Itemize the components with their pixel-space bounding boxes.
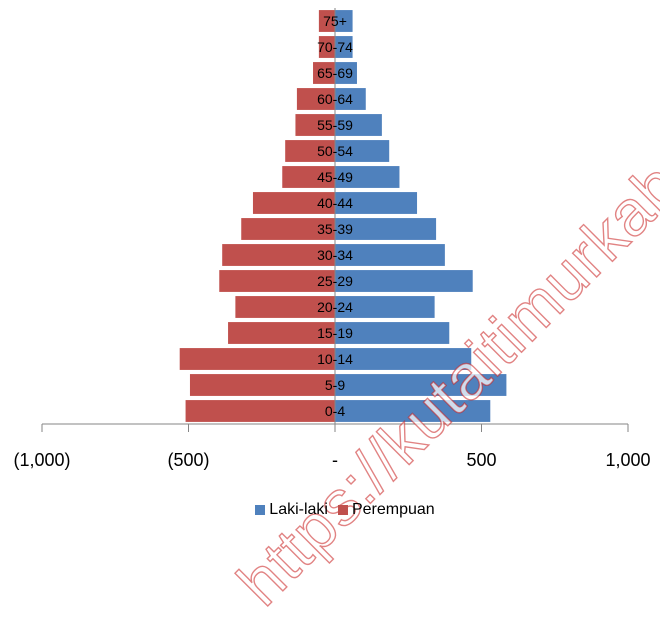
category-label-35-39: 35-39 [317,221,353,237]
bar-perempuan-60-64 [296,88,335,110]
category-label-15-19: 15-19 [317,325,353,341]
category-label-65-69: 65-69 [317,65,353,81]
bar-laki-laki-40-44 [335,192,418,214]
bar-perempuan-40-44 [252,192,335,214]
legend-swatch [337,505,348,515]
bar-laki-laki-45-49 [335,166,400,188]
bar-perempuan-70-74 [318,36,335,58]
category-label-5-9: 5-9 [325,377,345,393]
bar-laki-laki-65-69 [335,62,357,84]
bar-perempuan-75+ [318,10,335,32]
bar-laki-laki-20-24 [335,296,435,318]
legend-item-perempuan: Perempuan [337,501,435,519]
legend-swatch [255,505,266,515]
category-label-70-74: 70-74 [317,39,353,55]
bar-laki-laki-70-74 [335,36,353,58]
value-tick-label: 1,000 [605,450,650,470]
bar-laki-laki-50-54 [335,140,390,162]
bar-laki-laki-75+ [335,10,353,32]
value-tick-label: (500) [167,450,209,470]
category-label-50-54: 50-54 [317,143,353,159]
category-label-20-24: 20-24 [317,299,353,315]
bar-perempuan-25-29 [219,270,335,292]
chart-legend: Laki-laki Perempuan [0,497,660,523]
bar-perempuan-0-4 [185,400,335,422]
category-label-10-14: 10-14 [317,351,353,367]
bar-laki-laki-15-19 [335,322,450,344]
bar-perempuan-30-34 [222,244,335,266]
category-label-0-4: 0-4 [325,403,345,419]
category-label-55-59: 55-59 [317,117,353,133]
bar-laki-laki-35-39 [335,218,437,240]
value-tick-label: 500 [466,450,496,470]
value-tick-label: (1,000) [13,450,70,470]
bar-perempuan-5-9 [189,374,335,396]
value-tick-label: - [332,450,338,470]
category-label-45-49: 45-49 [317,169,353,185]
category-label-40-44: 40-44 [317,195,353,211]
bar-laki-laki-30-34 [335,244,445,266]
chart-svg: 0-4 5-9 10-14 15-19 20-24 25-29 30-34 35-39 40-4… [13,8,651,470]
bar-laki-laki-5-9 [335,374,507,396]
legend-item-laki-laki: Laki-laki [255,501,328,519]
category-label-60-64: 60-64 [317,91,353,107]
bar-perempuan-10-14 [179,348,335,370]
bar-laki-laki-55-59 [335,114,382,136]
bar-perempuan-15-19 [228,322,335,344]
legend-label: Perempuan [351,501,435,518]
bar-perempuan-45-49 [282,166,335,188]
bar-perempuan-55-59 [295,114,335,136]
category-label-30-34: 30-34 [317,247,353,263]
bar-laki-laki-25-29 [335,270,473,292]
category-label-75+: 75+ [323,13,347,29]
bar-laki-laki-0-4 [335,400,491,422]
category-label-25-29: 25-29 [317,273,353,289]
legend-label: Laki-laki [269,501,328,518]
bar-laki-laki-60-64 [335,88,366,110]
bar-perempuan-65-69 [313,62,335,84]
bar-perempuan-50-54 [285,140,335,162]
bar-perempuan-20-24 [235,296,335,318]
bar-perempuan-35-39 [241,218,335,240]
bar-laki-laki-10-14 [335,348,472,370]
